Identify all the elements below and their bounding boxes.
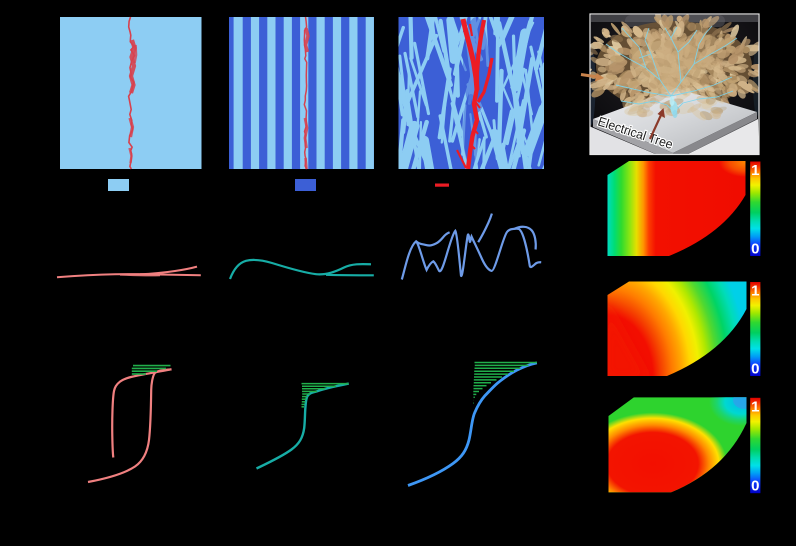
svg-text:0: 0 <box>751 241 759 258</box>
svg-text:1: 1 <box>751 162 759 179</box>
svg-text:0: 0 <box>751 478 759 495</box>
svg-text:1: 1 <box>751 283 759 300</box>
svg-text:1: 1 <box>751 398 759 415</box>
svg-text:0: 0 <box>751 361 759 378</box>
